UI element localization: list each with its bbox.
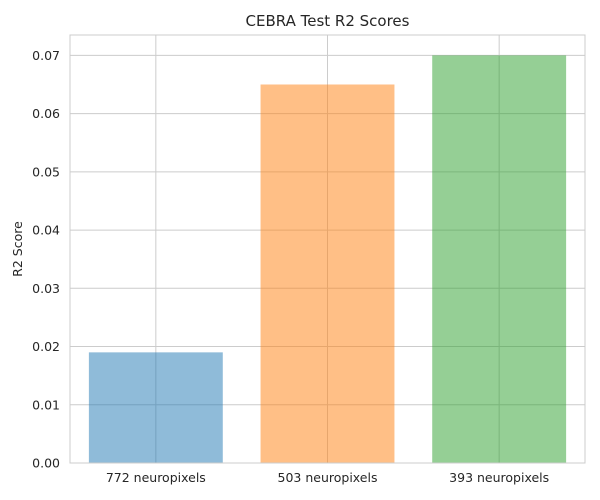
y-axis-label: R2 Score [10, 221, 25, 277]
y-tick-label: 0.00 [32, 456, 60, 471]
y-tick-label: 0.05 [32, 164, 60, 179]
y-tick-label: 0.04 [32, 223, 60, 238]
bar [432, 55, 567, 463]
x-ticks: 772 neuropixels 503 neuropixels 393 neurop… [106, 470, 549, 485]
bar [260, 84, 395, 464]
bar [88, 352, 223, 463]
chart-title: CEBRA Test R2 Scores [246, 12, 410, 30]
x-tick-label: 393 neuropixels [449, 470, 549, 485]
y-tick-label: 0.03 [32, 281, 60, 296]
y-tick-label: 0.07 [32, 48, 60, 63]
y-tick-label: 0.01 [32, 397, 60, 412]
y-ticks: 0.00 0.01 0.02 0.03 0.04 0.05 0.06 0.07 [32, 48, 60, 471]
y-tick-label: 0.06 [32, 106, 60, 121]
bars-layer [88, 55, 567, 464]
x-tick-label: 772 neuropixels [106, 470, 206, 485]
x-tick-label: 503 neuropixels [278, 470, 378, 485]
plot-frame [69, 34, 586, 464]
y-tick-label: 0.02 [32, 339, 60, 354]
